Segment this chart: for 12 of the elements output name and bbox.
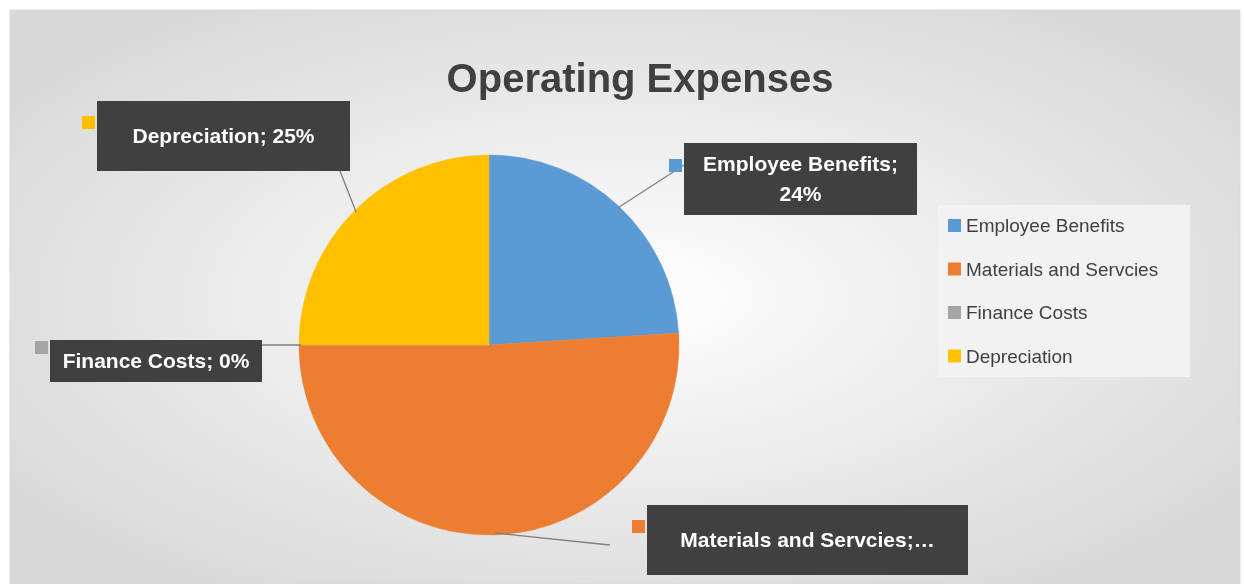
- pie-slice: [298, 154, 490, 346]
- data-label: Depreciation; 25%: [132, 124, 315, 148]
- pie-slice: [488, 154, 679, 346]
- text: Finance Costs; 0%: [62, 349, 250, 373]
- chart-title: Operating Expenses: [446, 56, 834, 100]
- data-label: Employee Benefits; 24%: [703, 152, 898, 206]
- legend-label: Depreciation: [966, 345, 1073, 367]
- pie-slice: [298, 332, 679, 536]
- legend-label: Materials and Servcies: [966, 258, 1159, 280]
- legend-label: Finance Costs: [966, 302, 1088, 324]
- legend-label: Employee Benefits: [966, 215, 1125, 237]
- data-label: Materials and Servcies;…: [680, 528, 935, 552]
